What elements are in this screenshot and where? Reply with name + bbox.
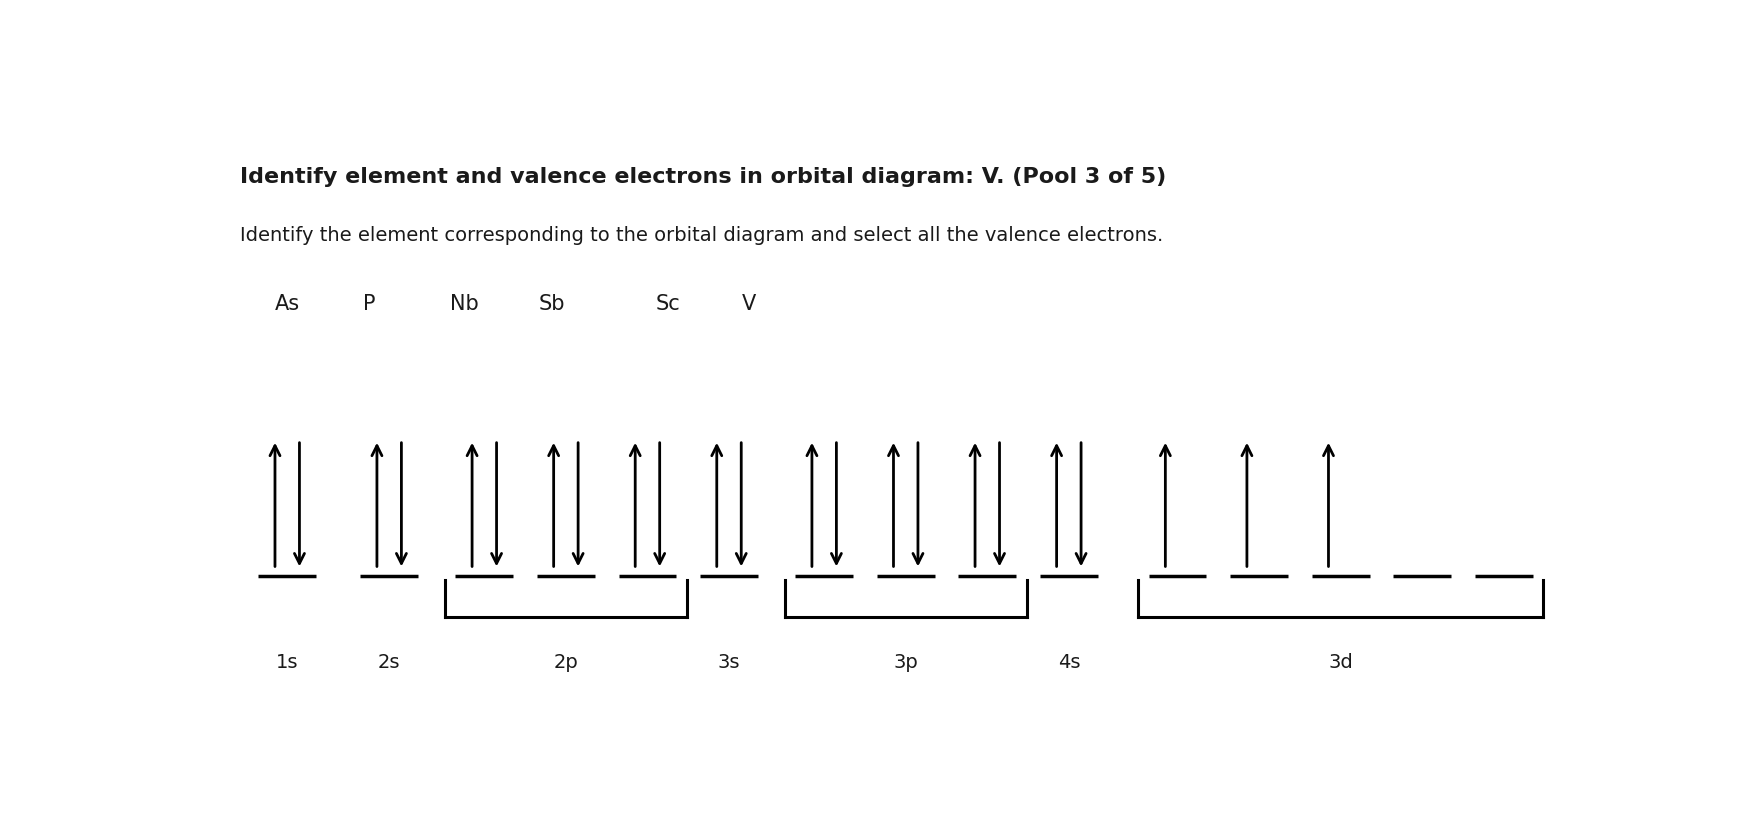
Text: 1s: 1s xyxy=(275,653,298,672)
Text: 3p: 3p xyxy=(893,653,917,672)
Text: Identify element and valence electrons in orbital diagram: V. (Pool 3 of 5): Identify element and valence electrons i… xyxy=(240,167,1166,188)
Text: 2p: 2p xyxy=(554,653,579,672)
Text: 2s: 2s xyxy=(377,653,400,672)
Text: As: As xyxy=(275,293,300,314)
Text: V: V xyxy=(742,293,756,314)
Text: Sb: Sb xyxy=(538,293,565,314)
Text: P: P xyxy=(363,293,375,314)
Text: Sc: Sc xyxy=(656,293,681,314)
Text: Identify the element corresponding to the orbital diagram and select all the val: Identify the element corresponding to th… xyxy=(240,226,1163,245)
Text: 3s: 3s xyxy=(717,653,740,672)
Text: 3d: 3d xyxy=(1328,653,1352,672)
Text: 4s: 4s xyxy=(1058,653,1080,672)
Text: Nb: Nb xyxy=(449,293,479,314)
